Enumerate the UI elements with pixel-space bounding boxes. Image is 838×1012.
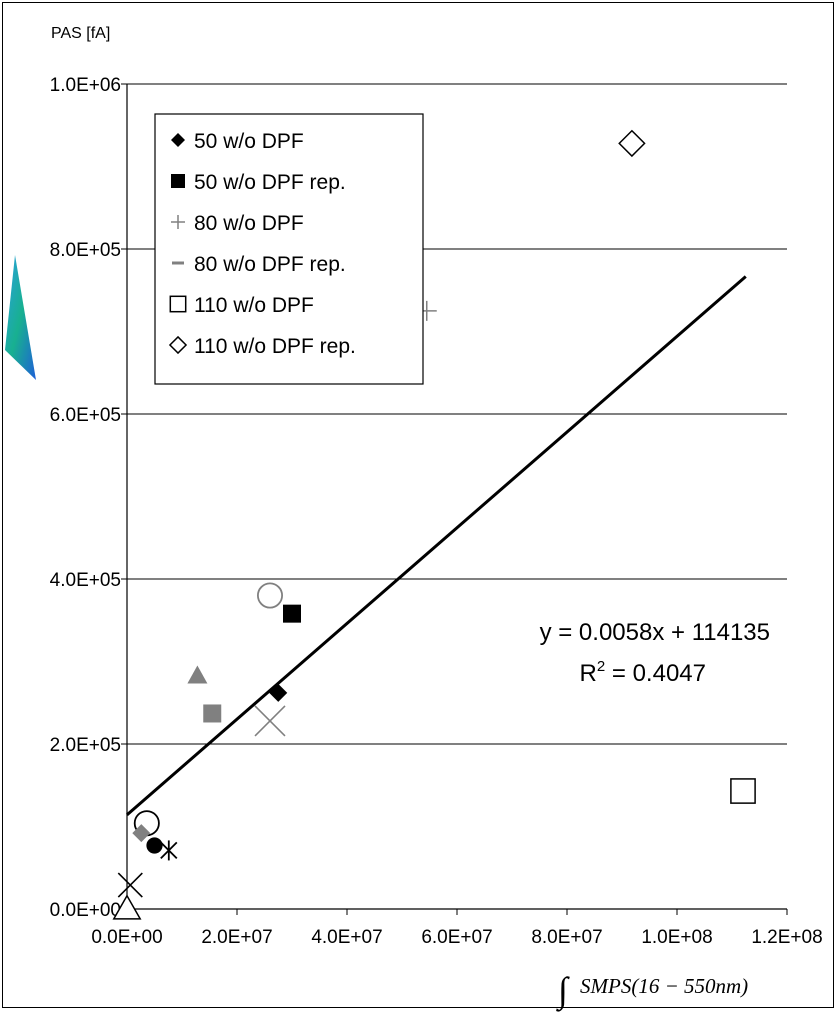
- x-tick-labels: 0.0E+00 2.0E+07 4.0E+07 6.0E+07 8.0E+07 1.0E+…: [91, 927, 822, 948]
- legend-label: 80 w/o DPF rep.: [194, 253, 346, 276]
- legend-label: 50 w/o DPF: [194, 130, 304, 153]
- data-point: [730, 778, 756, 804]
- x-tick-label: 6.0E+07: [421, 927, 492, 948]
- r2-superscript: 2: [597, 658, 605, 675]
- y-tick-label: 4.0E+05: [50, 570, 121, 591]
- y-tick-label: 8.0E+05: [50, 240, 121, 261]
- legend-marker: [171, 174, 185, 188]
- decorative-shape: [5, 255, 36, 380]
- data-point: [187, 665, 208, 684]
- x-axis-title: SMPS(16 − 550nm): [580, 974, 748, 998]
- data-point: [256, 582, 283, 609]
- x-tick-label: 0.0E+00: [91, 927, 162, 948]
- legend: 50 w/o DPF 50 w/o DPF rep. 80 w/o DPF 80 w/…: [154, 113, 424, 385]
- integral-sign: ∫: [556, 970, 570, 1012]
- legend-label: 110 w/o DPF rep.: [194, 335, 356, 358]
- y-tick-labels: 0.0E+00 2.0E+05 4.0E+05 6.0E+05 8.0E+05 1.0E+…: [50, 75, 121, 921]
- r-squared: R2 = 0.4047: [580, 658, 706, 687]
- legend-marker: [171, 215, 185, 229]
- data-point: [160, 840, 178, 861]
- x-tick-label: 1.0E+08: [641, 927, 712, 948]
- data-point: [283, 604, 301, 623]
- data-points: [112, 129, 756, 920]
- x-tick-label: 2.0E+07: [201, 927, 272, 948]
- x-tick-label: 1.2E+08: [751, 927, 822, 948]
- r2-value: = 0.4047: [605, 660, 706, 687]
- y-axis-title: PAS [fA]: [51, 25, 110, 42]
- y-tick-label: 1.0E+06: [50, 75, 121, 96]
- data-point: [117, 872, 143, 898]
- x-tick-label: 8.0E+07: [531, 927, 602, 948]
- y-tick-label: 6.0E+05: [50, 405, 121, 426]
- x-tick-label: 4.0E+07: [311, 927, 382, 948]
- y-tick-label: 2.0E+05: [50, 735, 121, 756]
- data-point: [112, 894, 142, 920]
- r2-label: R: [580, 660, 597, 687]
- legend-label: 110 w/o DPF: [194, 294, 314, 317]
- legend-label: 50 w/o DPF rep.: [194, 171, 346, 194]
- data-point: [618, 129, 646, 158]
- trendline: [126, 275, 747, 816]
- trendline-group: [126, 275, 747, 816]
- legend-marker: [171, 133, 185, 147]
- data-point: [132, 824, 151, 843]
- data-point: [203, 704, 222, 723]
- y-tick-label: 0.0E+00: [50, 900, 121, 921]
- data-point: [146, 837, 163, 854]
- data-point: [269, 683, 288, 702]
- legend-marker: [168, 335, 188, 355]
- trend-equation: y = 0.0058x + 114135: [540, 619, 770, 646]
- legend-label: 80 w/o DPF: [194, 212, 304, 235]
- legend-box: [154, 113, 424, 385]
- data-point: [254, 705, 286, 737]
- legend-marker: [169, 295, 187, 313]
